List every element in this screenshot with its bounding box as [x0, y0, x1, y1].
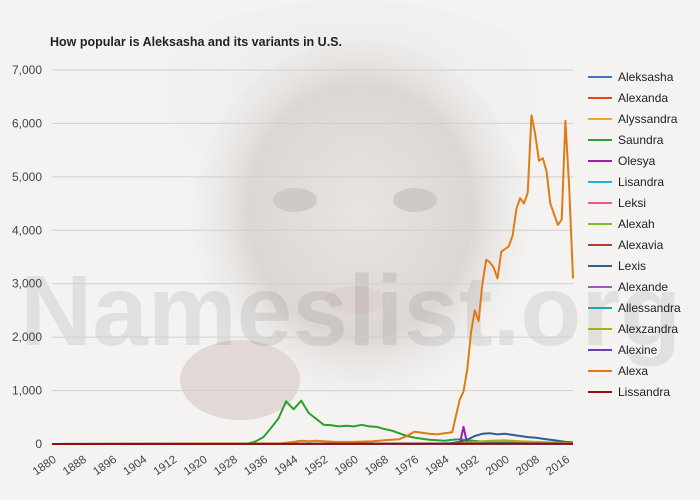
legend-swatch [588, 159, 612, 162]
x-tick-label: 1984 [423, 453, 451, 478]
series-line-lexis [51, 432, 574, 445]
legend-swatch [588, 348, 612, 351]
legend-swatch [588, 306, 612, 309]
legend: Aleksasha Alexanda Alyssandra Saundra Olesya… [588, 66, 698, 402]
legend-label: Alexine [618, 342, 658, 357]
x-tick-label: 1936 [242, 454, 270, 479]
legend-swatch [588, 243, 612, 246]
x-tick-label: 1920 [182, 454, 210, 479]
legend-label: Alexa [618, 363, 649, 378]
x-tick-label: 1976 [393, 454, 421, 479]
legend-swatch [588, 390, 612, 393]
legend-swatch [588, 117, 612, 120]
legend-label: Lisandra [618, 174, 665, 189]
y-tick-label: 5,000 [12, 170, 42, 184]
legend-item-alexavia[interactable]: Alexavia [588, 234, 698, 255]
legend-label: Alyssandra [618, 111, 678, 126]
x-tick-label: 1944 [272, 453, 300, 478]
x-tick-label: 1888 [61, 454, 89, 479]
legend-item-leksi[interactable]: Leksi [588, 192, 698, 213]
legend-item-lexis[interactable]: Lexis [588, 255, 698, 276]
x-tick-label: 1952 [303, 454, 331, 479]
legend-item-alexande[interactable]: Alexande [588, 276, 698, 297]
legend-item-alexah[interactable]: Alexah [588, 213, 698, 234]
x-tick-label: 2016 [544, 454, 572, 479]
x-tick-label: 1912 [152, 454, 180, 479]
legend-swatch [588, 138, 612, 141]
legend-label: Lissandra [618, 384, 671, 399]
legend-swatch [588, 327, 612, 330]
y-tick-label: 7,000 [12, 63, 42, 77]
legend-swatch [588, 180, 612, 183]
legend-label: Saundra [618, 132, 664, 147]
legend-item-alexzandra[interactable]: Alexzandra [588, 318, 698, 339]
legend-item-alexa[interactable]: Alexa [588, 360, 698, 381]
x-tick-label: 1960 [333, 454, 361, 479]
series-line-lissandra [51, 442, 574, 445]
x-tick-label: 1928 [212, 454, 240, 479]
legend-item-alexine[interactable]: Alexine [588, 339, 698, 360]
x-tick-label: 2008 [514, 454, 542, 479]
legend-item-lissandra[interactable]: Lissandra [588, 381, 698, 402]
legend-item-allessandra[interactable]: Allessandra [588, 297, 698, 318]
legend-swatch [588, 222, 612, 225]
legend-item-lisandra[interactable]: Lisandra [588, 171, 698, 192]
y-tick-label: 4,000 [12, 223, 42, 237]
legend-label: Olesya [618, 153, 656, 168]
series-line-alexa [51, 114, 574, 445]
legend-swatch [588, 264, 612, 267]
legend-label: Lexis [618, 258, 647, 273]
y-tick-label: 3,000 [12, 277, 42, 291]
legend-label: Alexah [618, 216, 655, 231]
chart-title: How popular is Aleksasha and its variant… [50, 35, 342, 49]
legend-item-aleksasha[interactable]: Aleksasha [588, 66, 698, 87]
legend-item-saundra[interactable]: Saundra [588, 129, 698, 150]
series-line-saundra [52, 399, 574, 445]
legend-label: Alexavia [618, 237, 664, 252]
x-tick-label: 1992 [454, 454, 482, 479]
x-tick-label: 2000 [484, 454, 512, 479]
legend-swatch [588, 285, 612, 288]
y-tick-label: 6,000 [12, 116, 42, 130]
legend-label: Alexzandra [618, 321, 679, 336]
x-tick-label: 1896 [91, 454, 119, 479]
legend-item-alyssandra[interactable]: Alyssandra [588, 108, 698, 129]
y-tick-label: 2,000 [12, 330, 42, 344]
legend-label: Aleksasha [618, 69, 674, 84]
legend-swatch [588, 96, 612, 99]
y-tick-label: 1,000 [12, 384, 42, 398]
legend-label: Alexande [618, 279, 669, 294]
legend-label: Alexanda [618, 90, 669, 105]
x-tick-label: 1904 [121, 453, 149, 478]
legend-swatch [588, 369, 612, 372]
watermark-text: Nameslist.org [20, 255, 681, 367]
x-tick-label: 1880 [31, 454, 59, 479]
legend-swatch [588, 75, 612, 78]
legend-item-alexanda[interactable]: Alexanda [588, 87, 698, 108]
legend-label: Leksi [618, 195, 647, 210]
legend-label: Allessandra [618, 300, 681, 315]
legend-swatch [588, 201, 612, 204]
x-tick-label: 1968 [363, 454, 391, 479]
legend-item-olesya[interactable]: Olesya [588, 150, 698, 171]
y-tick-label: 0 [35, 437, 42, 451]
